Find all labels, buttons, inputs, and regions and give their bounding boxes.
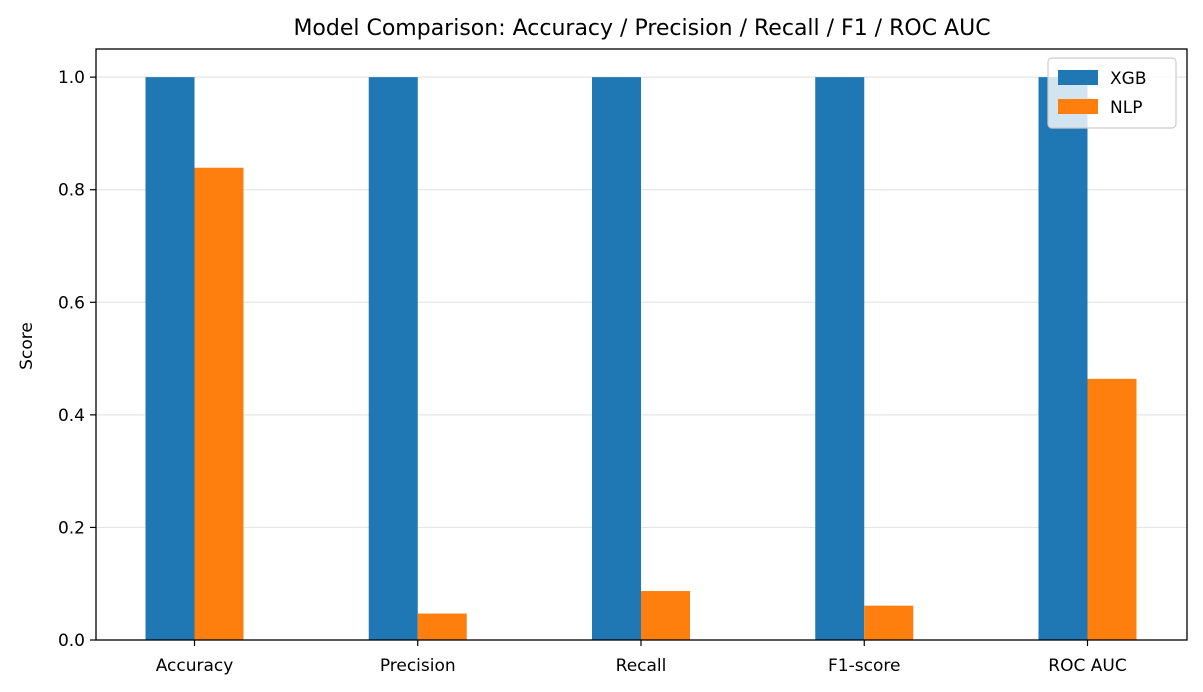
x-tick-label: F1-score [828, 656, 900, 676]
x-tick-label: Accuracy [156, 656, 234, 676]
bar-nlp-roc-auc [1087, 378, 1137, 640]
legend-label-xgb: XGB [1110, 69, 1146, 89]
y-tick-label: 0.0 [58, 631, 85, 651]
x-tick-label: Precision [380, 656, 456, 676]
x-tick-label: ROC AUC [1048, 656, 1126, 676]
bar-xgb-f1-score [815, 77, 865, 640]
legend-swatch-xgb [1058, 70, 1098, 85]
legend-label-nlp: NLP [1110, 98, 1142, 118]
bar-xgb-precision [368, 77, 418, 640]
bar-nlp-precision [417, 613, 467, 640]
bar-nlp-accuracy [194, 167, 244, 640]
bars [145, 77, 1137, 640]
y-tick-label: 0.4 [58, 406, 85, 426]
plot-frame [95, 48, 1188, 641]
axes: 0.0 0.2 0.4 0.6 0.8 1.0 Accuracy Precision Recal… [58, 48, 1188, 676]
bar-xgb-recall [592, 77, 641, 640]
gridlines [96, 76, 1187, 529]
x-tick-label: Recall [616, 656, 667, 676]
y-tick-label: 1.0 [58, 68, 85, 88]
legend-swatch-nlp [1058, 99, 1098, 114]
bar-nlp-f1-score [864, 605, 914, 640]
y-tick-label: 0.8 [58, 181, 85, 201]
legend: XGB NLP [1047, 57, 1177, 129]
bar-xgb-roc-auc [1038, 77, 1088, 640]
y-tick-label: 0.6 [58, 293, 85, 313]
y-axis-label: Score [17, 322, 37, 370]
y-tick-label: 0.2 [58, 518, 85, 538]
bar-xgb-accuracy [145, 77, 195, 640]
bar-nlp-recall [641, 591, 690, 640]
chart-title: Model Comparison: Accuracy / Precision /… [293, 16, 990, 41]
